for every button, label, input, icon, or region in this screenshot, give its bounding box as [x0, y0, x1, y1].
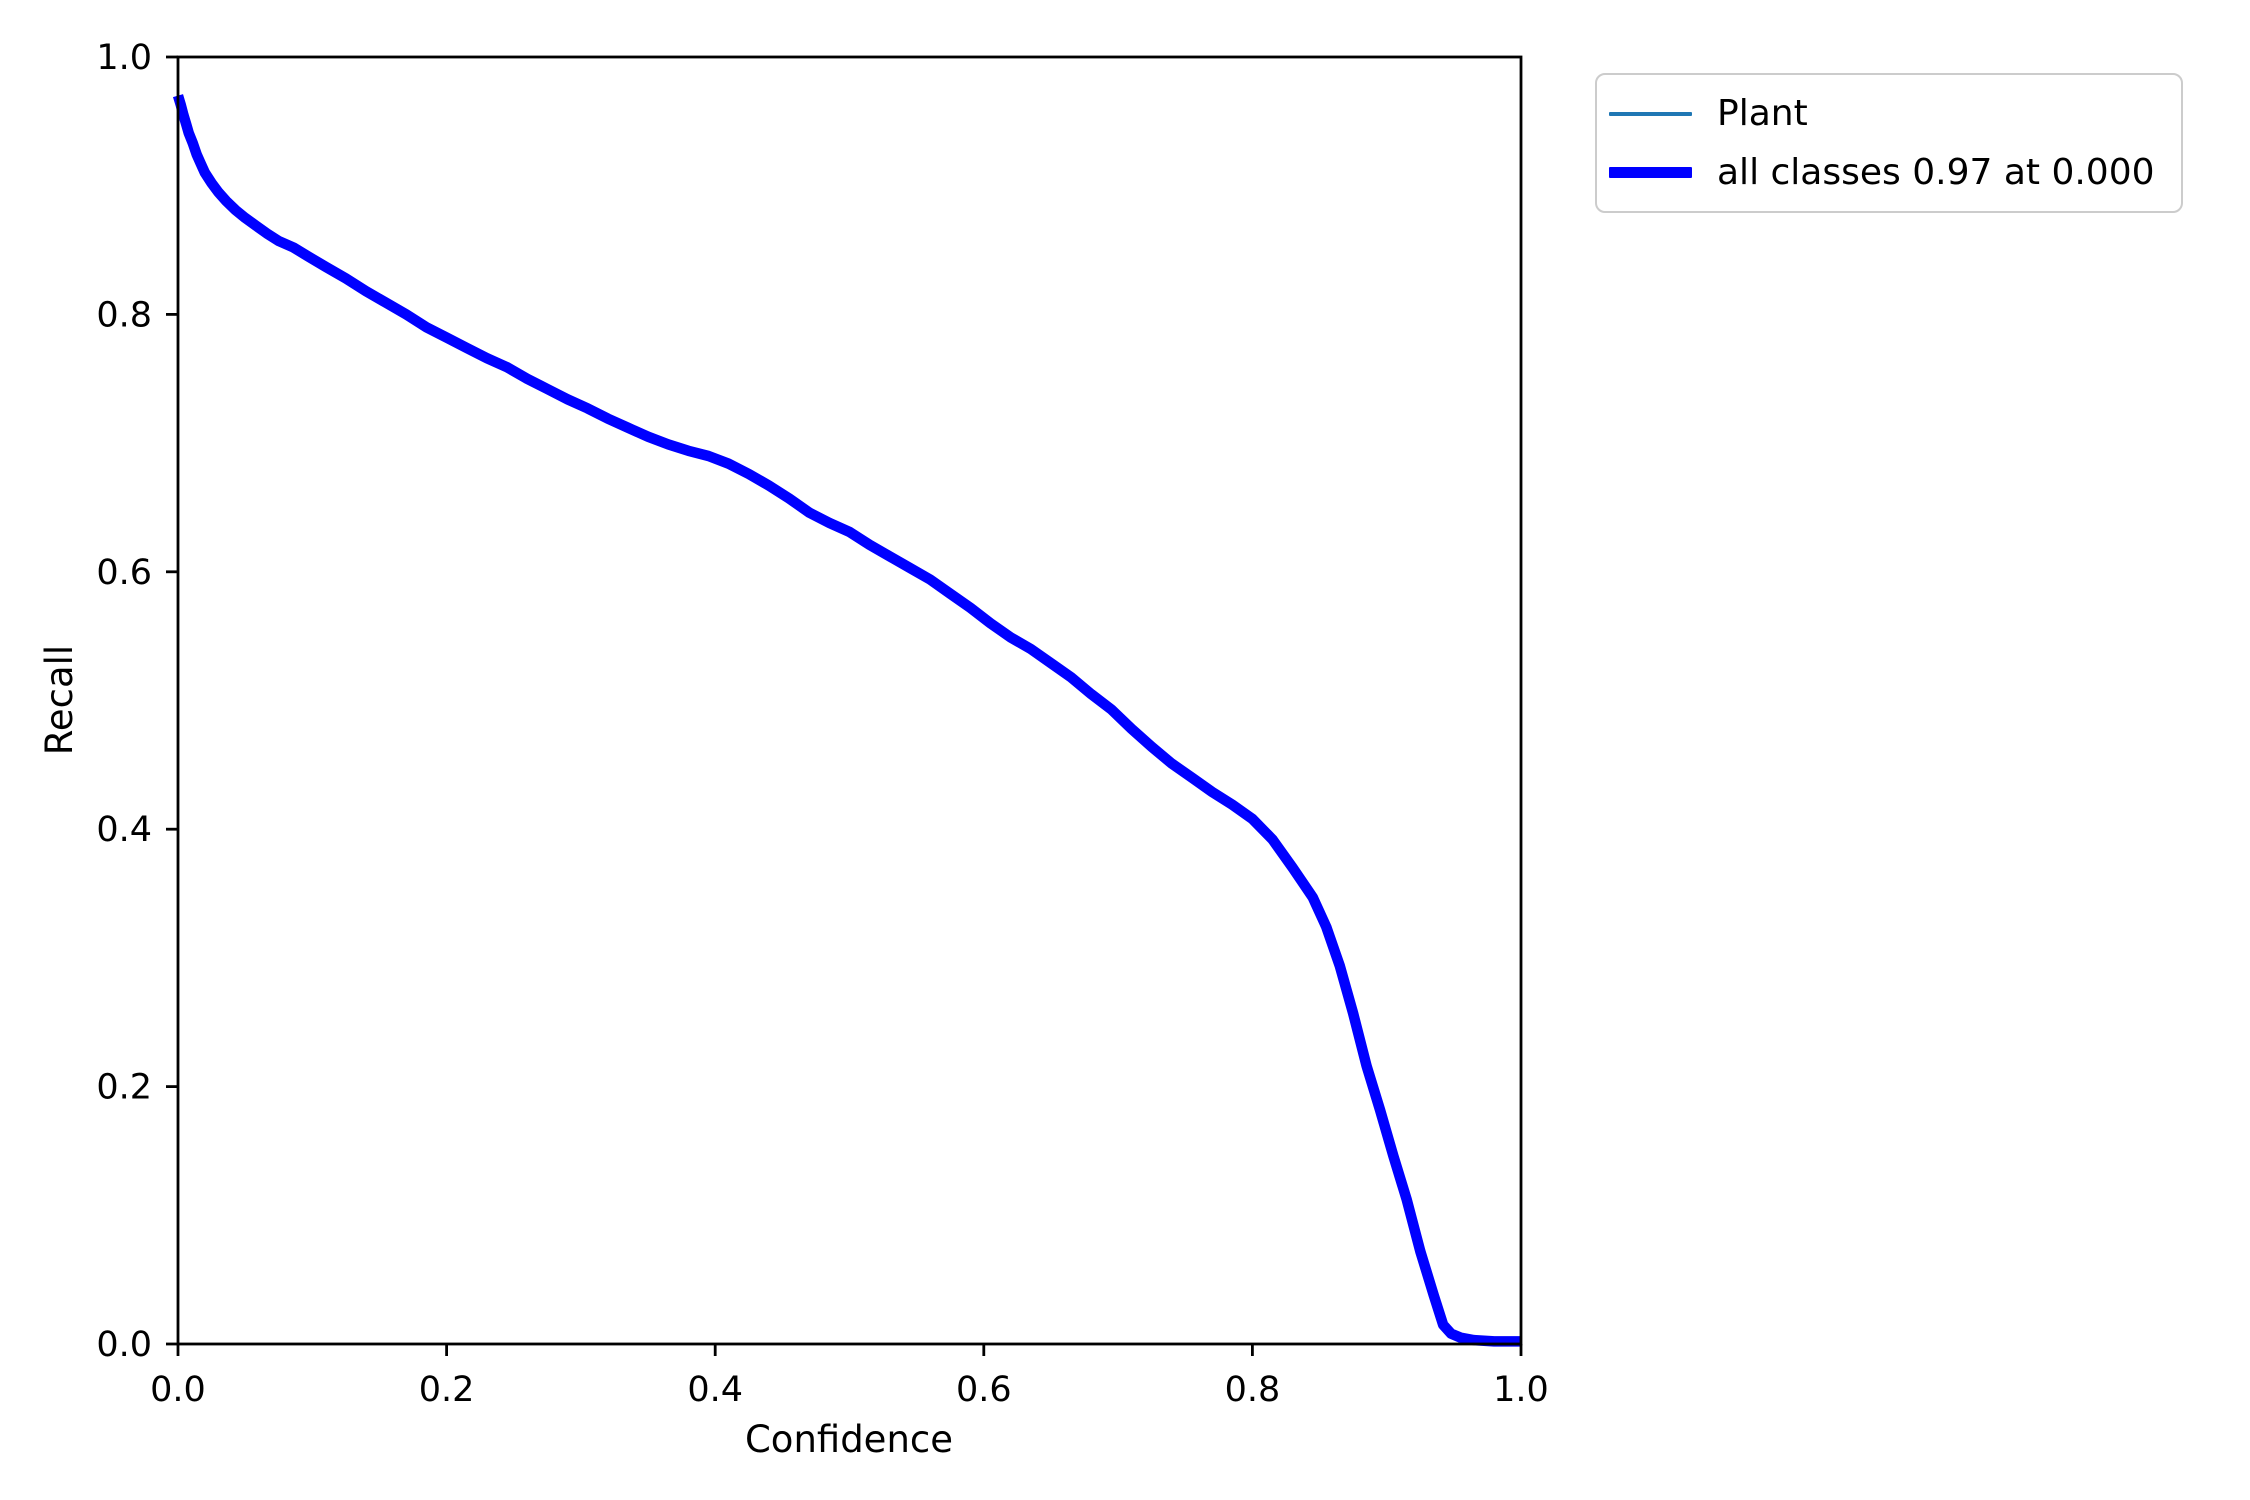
y-tick-label: 0.2 — [96, 1068, 152, 1108]
y-tick-label: 0.0 — [96, 1325, 152, 1365]
curve-series-group — [172, 94, 1521, 1347]
plot-border — [176, 55, 1523, 1346]
y-tick-label: 0.4 — [96, 810, 152, 850]
x-tick-label: 0.8 — [1225, 1370, 1281, 1410]
x-tick-label: 0.2 — [419, 1370, 475, 1410]
legend-entry-plant: Plant — [1609, 91, 2155, 136]
x-tick-label: 0.4 — [687, 1370, 743, 1410]
y-axis-ticks: 0.0 0.2 0.4 0.6 0.8 1.0 — [96, 38, 178, 1365]
y-tick-label: 0.8 — [96, 295, 152, 335]
axes-group — [176, 55, 1523, 1346]
x-tick-label: 0.0 — [150, 1370, 206, 1410]
legend-line-sample-plant — [1609, 111, 1692, 116]
x-tick-label: 1.0 — [1493, 1370, 1549, 1410]
legend-label-plant: Plant — [1717, 93, 1808, 134]
x-tick-label: 0.6 — [956, 1370, 1012, 1410]
curve-all-classes — [172, 94, 1521, 1347]
y-axis-label: Recall — [38, 645, 81, 755]
legend-line-sample-all-classes — [1609, 167, 1692, 178]
legend-entry-all-classes: all classes 0.97 at 0.000 — [1609, 150, 2155, 195]
y-tick-label: 1.0 — [96, 38, 152, 78]
legend-box: Plant all classes 0.97 at 0.000 — [1595, 73, 2183, 213]
curve-plant — [176, 95, 1521, 1344]
legend-label-all-classes: all classes 0.97 at 0.000 — [1717, 152, 2155, 193]
x-axis-label: Confidence — [745, 1418, 953, 1461]
x-axis-ticks: 0.0 0.2 0.4 0.6 0.8 1.0 — [150, 1344, 1549, 1410]
y-tick-label: 0.6 — [96, 553, 152, 593]
